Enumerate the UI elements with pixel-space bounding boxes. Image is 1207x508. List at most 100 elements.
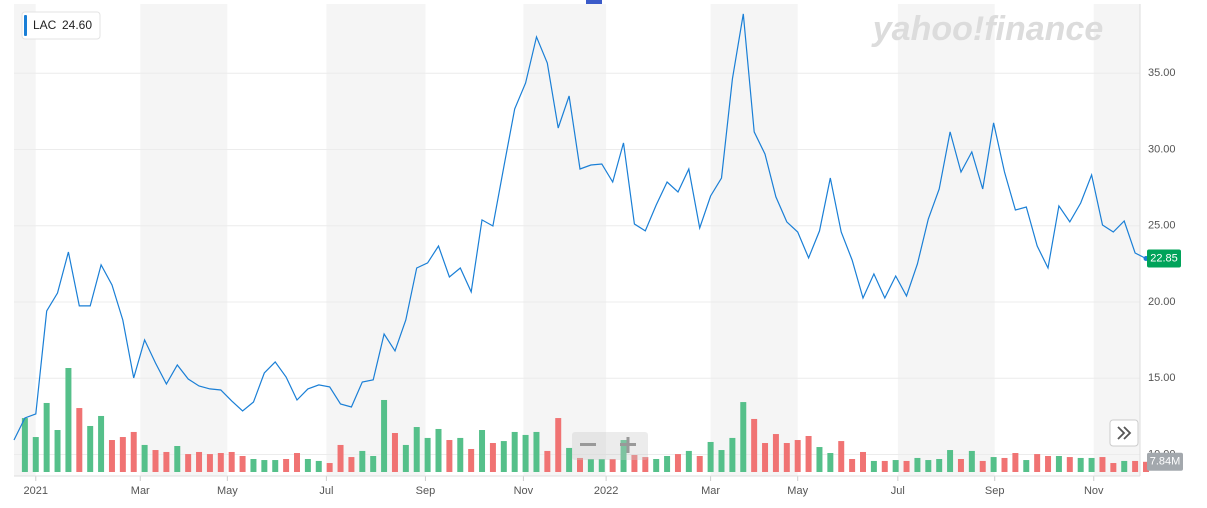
volume-bar xyxy=(174,446,181,472)
volume-bar xyxy=(642,457,649,472)
volume-bar xyxy=(250,459,257,472)
volume-bar xyxy=(54,430,61,472)
volume-bar xyxy=(914,457,921,472)
volume-bar xyxy=(674,454,681,472)
band xyxy=(710,4,798,476)
volume-bar xyxy=(108,440,115,472)
volume-bar xyxy=(294,453,300,472)
volume-bar xyxy=(479,430,486,472)
x-tick-label: 2022 xyxy=(594,485,618,497)
volume-bar xyxy=(903,460,910,472)
zoom-controls xyxy=(572,432,648,460)
watermark: yahoo!finance xyxy=(871,10,1103,48)
volume-bar xyxy=(762,443,769,472)
zoom-out[interactable] xyxy=(580,443,596,446)
volume-bar xyxy=(968,450,975,472)
volume-bar xyxy=(544,450,551,472)
volume-bar xyxy=(1088,457,1095,472)
volume-bar xyxy=(87,425,94,472)
volume-bar xyxy=(1045,456,1052,472)
band xyxy=(326,4,426,476)
volume-bar xyxy=(870,460,877,472)
volume-tag-label: 7.84M xyxy=(1150,456,1181,468)
x-tick-label: Nov xyxy=(1084,485,1104,497)
y-tick-label: 15.00 xyxy=(1148,372,1176,384)
volume-bar xyxy=(304,459,311,472)
volume-bar xyxy=(609,459,616,472)
volume-bar xyxy=(1077,457,1084,472)
volume-bar xyxy=(881,460,888,472)
volume-bar xyxy=(1034,454,1041,472)
volume-bar xyxy=(957,459,964,472)
scroll-button[interactable] xyxy=(1109,419,1139,447)
volume-bar xyxy=(32,437,39,472)
volume-bar xyxy=(707,441,714,472)
y-tick-label: 25.00 xyxy=(1148,220,1176,232)
volume-bar xyxy=(729,437,736,472)
volume-bar xyxy=(446,440,453,472)
band xyxy=(897,4,995,476)
price-tag-label: 22.85 xyxy=(1150,252,1178,264)
volume-bar xyxy=(152,450,159,472)
volume-bar xyxy=(1023,460,1030,472)
volume-bar xyxy=(555,418,562,472)
legend-value: 24.60 xyxy=(62,18,92,32)
volume-bar xyxy=(21,418,28,472)
volume-bar xyxy=(413,427,420,472)
volume-bar xyxy=(1099,457,1106,472)
x-tick-label: Nov xyxy=(514,485,534,497)
band xyxy=(14,4,36,476)
volume-bar xyxy=(598,459,605,472)
volume-bar xyxy=(1012,453,1019,472)
x-tick-label: Sep xyxy=(985,485,1005,497)
volume-bar xyxy=(805,435,812,472)
x-tick-label: Jul xyxy=(891,485,905,497)
volume-bar xyxy=(925,460,932,472)
volume-bar xyxy=(664,456,671,472)
volume-bar xyxy=(196,451,203,472)
volume-bar xyxy=(696,456,703,472)
volume-bar xyxy=(936,459,943,472)
volume-bar xyxy=(315,460,322,472)
x-tick-label: May xyxy=(787,485,808,497)
volume-bar xyxy=(892,460,899,472)
volume-bar xyxy=(228,451,235,472)
volume-bar xyxy=(522,434,529,472)
volume-bar xyxy=(1110,463,1117,472)
volume-bar xyxy=(653,459,660,472)
volume-bar xyxy=(1001,457,1008,472)
x-tick-label: 2021 xyxy=(24,485,48,497)
volume-bar xyxy=(849,459,856,472)
volume-bar xyxy=(457,437,464,472)
volume-bar xyxy=(1121,460,1128,472)
legend: LAC 24.60 xyxy=(21,11,101,40)
x-tick-label: Mar xyxy=(701,485,720,497)
legend-symbol: LAC xyxy=(33,18,57,32)
volume-tag xyxy=(1147,452,1183,471)
volume-bar xyxy=(65,368,72,472)
volume-bar xyxy=(130,431,137,472)
volume-bar xyxy=(772,434,779,472)
volume-bar xyxy=(740,402,747,472)
y-tick-label: 30.00 xyxy=(1148,143,1176,155)
x-tick-label: Mar xyxy=(131,485,150,497)
x-tick-label: Jul xyxy=(319,485,333,497)
volume-bar xyxy=(860,451,866,472)
volume-bar xyxy=(827,453,834,472)
volume-bar xyxy=(424,437,431,472)
volume-bar xyxy=(685,450,692,472)
y-tick-label: 35.00 xyxy=(1148,67,1176,79)
zoom-in[interactable] xyxy=(626,437,630,453)
price-line xyxy=(13,13,1147,441)
scroll-handle[interactable] xyxy=(586,0,602,4)
volume-bar xyxy=(43,402,50,472)
volume-bar xyxy=(337,444,344,472)
volume-bar xyxy=(1066,457,1073,472)
legend-box xyxy=(21,11,101,40)
price-tag xyxy=(1147,249,1181,268)
volume-bar xyxy=(1143,461,1149,472)
volume-bar xyxy=(185,454,192,472)
volume-bar xyxy=(489,443,496,472)
volume-bar xyxy=(783,443,790,472)
